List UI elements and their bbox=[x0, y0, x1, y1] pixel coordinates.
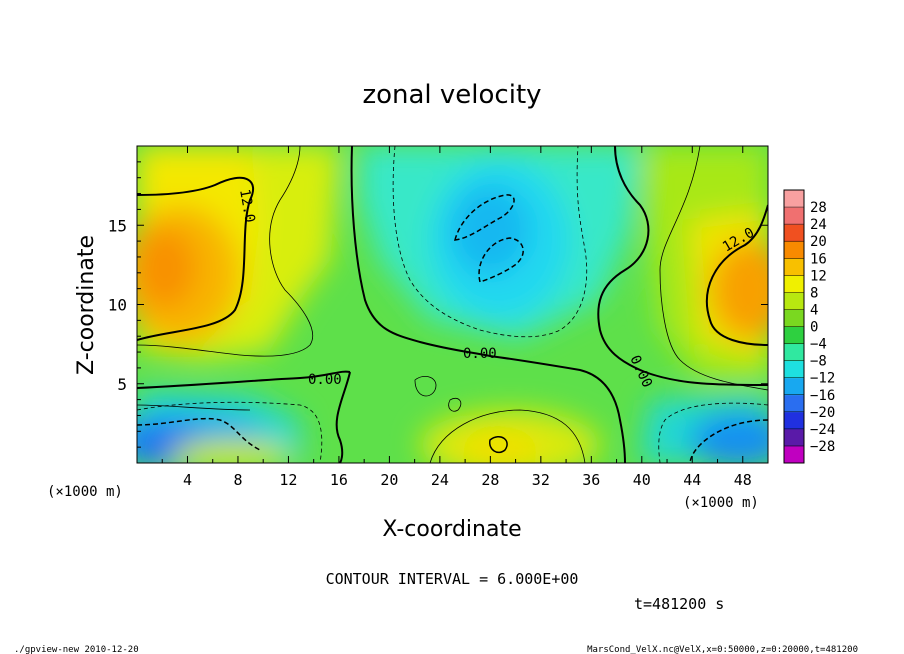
colorbar-swatch bbox=[784, 343, 804, 362]
x-axis-ticks: 4 8 12 16 20 24 28 32 36 40 44 48 bbox=[161, 146, 752, 489]
colorbar-label: −28 bbox=[810, 439, 835, 455]
x-unit-label-right: (×1000 m) bbox=[683, 495, 759, 511]
colorbar-label: −24 bbox=[810, 422, 835, 438]
colorbar-swatch bbox=[784, 258, 804, 276]
x-tick-label: 16 bbox=[330, 471, 348, 489]
chart-title: zonal velocity bbox=[362, 80, 541, 110]
colorbar-label: 20 bbox=[810, 234, 827, 250]
x-unit-label-left: (×1000 m) bbox=[47, 484, 123, 500]
colorbar-label: 0 bbox=[810, 320, 818, 336]
x-tick-label: 4 bbox=[183, 471, 192, 489]
x-tick-label: 40 bbox=[633, 471, 651, 489]
x-tick-label: 44 bbox=[683, 471, 701, 489]
colorbar-swatch bbox=[784, 241, 804, 259]
time-text: t=481200 s bbox=[634, 595, 724, 613]
contour-label-0-center: 0.00 bbox=[463, 346, 497, 362]
colorbar-swatch bbox=[784, 428, 804, 447]
x-tick-label: 24 bbox=[431, 471, 449, 489]
x-tick-label: 36 bbox=[582, 471, 600, 489]
footer-left: ./gpview-new 2010-12-20 bbox=[14, 645, 139, 654]
colorbar-label: 4 bbox=[810, 302, 818, 318]
heatmap-field bbox=[137, 146, 768, 463]
colorbar-swatch bbox=[784, 207, 804, 225]
colorbar-swatch bbox=[784, 445, 804, 464]
contour-label-12-left: 12.0 bbox=[236, 188, 258, 224]
y-axis-title: Z-coordinate bbox=[74, 235, 99, 375]
x-tick-label: 12 bbox=[279, 471, 297, 489]
contour-label-0-left: 0.00 bbox=[308, 372, 342, 388]
x-tick-label: 28 bbox=[481, 471, 499, 489]
colorbar-label: 24 bbox=[810, 217, 827, 233]
colorbar-label: −16 bbox=[810, 388, 835, 404]
colorbar-label: 28 bbox=[810, 200, 827, 216]
x-tick-label: 8 bbox=[233, 471, 242, 489]
colorbar-label: −20 bbox=[810, 405, 835, 421]
colorbar-swatch bbox=[784, 275, 804, 293]
colorbar-label: 12 bbox=[810, 268, 827, 284]
colorbar-swatch bbox=[784, 292, 804, 310]
colorbar-label: −8 bbox=[810, 354, 827, 370]
y-axis-ticks: 5 10 15 bbox=[108, 161, 768, 448]
x-axis-title: X-coordinate bbox=[382, 517, 521, 542]
contour-interval-text: CONTOUR INTERVAL = 6.000E+00 bbox=[326, 570, 579, 588]
y-tick-label: 10 bbox=[108, 296, 127, 315]
colorbar-swatch bbox=[784, 326, 804, 345]
colorbar-swatch bbox=[784, 224, 804, 242]
colorbar-label: 8 bbox=[810, 285, 818, 301]
x-tick-label: 48 bbox=[734, 471, 752, 489]
x-tick-label: 32 bbox=[532, 471, 550, 489]
y-tick-label: 5 bbox=[117, 375, 127, 394]
x-tick-label: 20 bbox=[380, 471, 398, 489]
colorbar-label: 16 bbox=[810, 251, 827, 267]
colorbar-swatch bbox=[784, 360, 804, 379]
colorbar-label: −12 bbox=[810, 371, 835, 387]
colorbar-swatch bbox=[784, 377, 804, 396]
colorbar-swatch bbox=[784, 190, 804, 208]
y-tick-label: 15 bbox=[108, 216, 127, 235]
colorbar-swatch bbox=[784, 394, 804, 413]
colorbar-label: −4 bbox=[810, 337, 827, 353]
footer-right: MarsCond_VelX.nc@VelX,x=0:50000,z=0:2000… bbox=[587, 645, 858, 654]
colorbar-swatch bbox=[784, 411, 804, 430]
colorbar-swatch bbox=[784, 309, 804, 327]
